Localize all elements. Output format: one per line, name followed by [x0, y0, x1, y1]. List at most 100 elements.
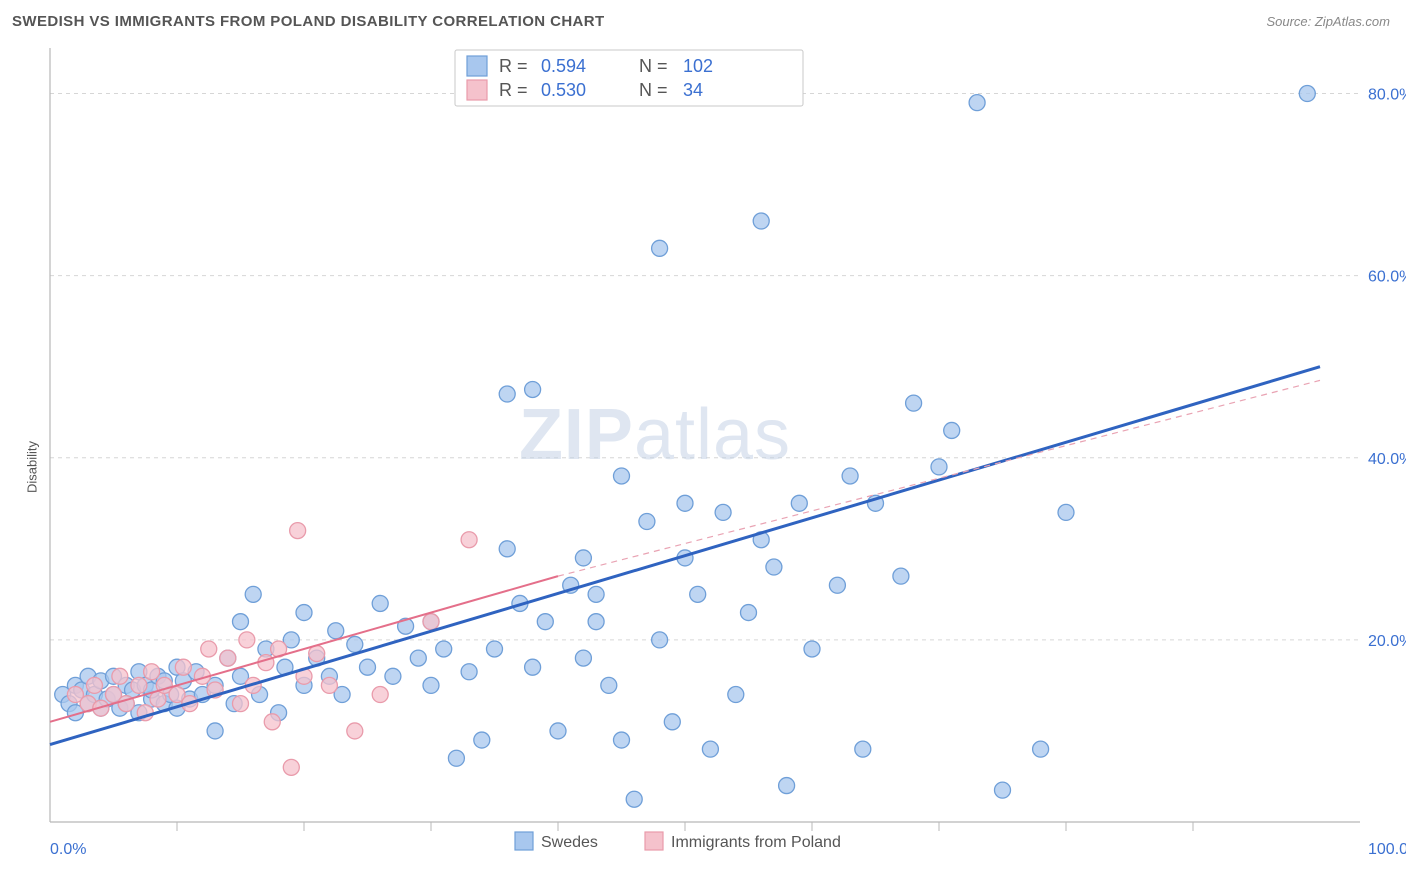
data-point [588, 586, 604, 602]
data-point [372, 687, 388, 703]
legend-label: Swedes [541, 834, 598, 851]
data-point [842, 468, 858, 484]
legend-r-value: 0.594 [541, 56, 586, 76]
data-point [791, 495, 807, 511]
data-point [372, 595, 388, 611]
data-point [715, 504, 731, 520]
y-tick-label: 80.0% [1368, 87, 1406, 104]
data-point [741, 605, 757, 621]
data-point [461, 532, 477, 548]
y-tick-label: 20.0% [1368, 633, 1406, 650]
data-point [779, 778, 795, 794]
trend-line-poland-solid [50, 576, 558, 722]
data-point [423, 614, 439, 630]
x-tick-label: 0.0% [50, 841, 86, 858]
data-point [347, 636, 363, 652]
data-point [385, 668, 401, 684]
data-point [233, 696, 249, 712]
data-point [347, 723, 363, 739]
legend-label: Immigrants from Poland [671, 834, 841, 851]
scatter-chart: 20.0% 40.0% 60.0% 80.0% 0.0% 100.0% ZIPatlas R … [0, 42, 1406, 892]
data-point [461, 664, 477, 680]
data-point [328, 623, 344, 639]
data-point [753, 213, 769, 229]
data-point [296, 605, 312, 621]
y-axis-label: Disability [25, 441, 40, 493]
legend-n-label: N = [639, 80, 668, 100]
data-point [423, 677, 439, 693]
legend-n-value: 34 [683, 80, 703, 100]
data-point [283, 759, 299, 775]
data-point [766, 559, 782, 575]
watermark: ZIPatlas [519, 395, 791, 475]
data-point [614, 732, 630, 748]
y-tick-label: 60.0% [1368, 269, 1406, 286]
data-point [220, 650, 236, 666]
data-point [575, 550, 591, 566]
data-point [664, 714, 680, 730]
data-point [499, 541, 515, 557]
legend-swatch [515, 832, 533, 850]
data-point [893, 568, 909, 584]
data-point [264, 714, 280, 730]
legend-r-value: 0.530 [541, 80, 586, 100]
data-point [652, 632, 668, 648]
data-point [207, 723, 223, 739]
data-point [550, 723, 566, 739]
legend-swatch [645, 832, 663, 850]
data-point [601, 677, 617, 693]
data-point [175, 659, 191, 675]
data-point [86, 677, 102, 693]
data-point [588, 614, 604, 630]
source-label: Source: ZipAtlas.com [1266, 14, 1390, 29]
data-point [829, 577, 845, 593]
data-point [702, 741, 718, 757]
x-tick-label: 100.0% [1368, 841, 1406, 858]
legend-r-label: R = [499, 56, 528, 76]
data-point [652, 240, 668, 256]
data-point [804, 641, 820, 657]
data-point [1058, 504, 1074, 520]
data-point [969, 95, 985, 111]
data-point [537, 614, 553, 630]
data-point [906, 395, 922, 411]
data-point [855, 741, 871, 757]
data-point [690, 586, 706, 602]
legend-n-label: N = [639, 56, 668, 76]
data-point [131, 677, 147, 693]
legend-swatch [467, 80, 487, 100]
data-point [474, 732, 490, 748]
data-point [639, 514, 655, 530]
data-point [677, 495, 693, 511]
data-point [410, 650, 426, 666]
data-point [626, 791, 642, 807]
data-point [575, 650, 591, 666]
data-point [525, 381, 541, 397]
data-point [614, 468, 630, 484]
data-point [931, 459, 947, 475]
data-point [944, 422, 960, 438]
data-point [258, 655, 274, 671]
data-point [360, 659, 376, 675]
data-point [201, 641, 217, 657]
data-point [239, 632, 255, 648]
data-point [728, 687, 744, 703]
chart-title: SWEDISH VS IMMIGRANTS FROM POLAND DISABI… [12, 13, 605, 30]
data-point [233, 614, 249, 630]
data-point [1299, 86, 1315, 102]
data-point [499, 386, 515, 402]
data-point [245, 586, 261, 602]
data-point [995, 782, 1011, 798]
data-point [487, 641, 503, 657]
legend-n-value: 102 [683, 56, 713, 76]
data-point [448, 750, 464, 766]
data-point [525, 659, 541, 675]
data-point [144, 664, 160, 680]
data-point [436, 641, 452, 657]
data-point [321, 677, 337, 693]
legend-r-label: R = [499, 80, 528, 100]
data-point [112, 668, 128, 684]
data-point [290, 523, 306, 539]
y-tick-label: 40.0% [1368, 451, 1406, 468]
legend-swatch [467, 56, 487, 76]
